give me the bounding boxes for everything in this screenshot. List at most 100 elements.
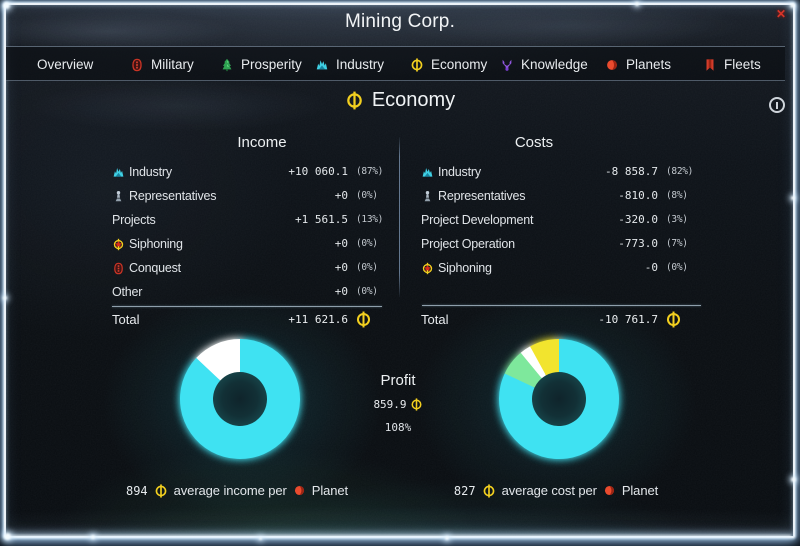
row-value: -773.0: [618, 237, 658, 250]
currency-coin-icon: [154, 483, 168, 498]
fleet-icon: [703, 58, 717, 72]
costs-donut-chart: [474, 314, 644, 484]
planet-icon: [293, 484, 306, 497]
income-header: Income: [237, 134, 287, 151]
avg-cost-text: average cost per: [501, 483, 597, 498]
profit-value: 859.9: [373, 398, 407, 411]
tab-prosperity[interactable]: Prosperity: [220, 48, 302, 81]
statement-row: Siphoning +0 (0%): [112, 232, 382, 256]
statement-row: Representatives +0 (0%): [112, 184, 382, 208]
industry-icon: [421, 166, 434, 179]
statement-row: Other +0 (0%): [112, 280, 382, 304]
row-label: Industry: [438, 165, 481, 179]
income-total-row: Total +11 621.6: [112, 308, 382, 332]
industry-icon: [112, 166, 125, 179]
row-value: +0: [334, 285, 348, 298]
title-bar: Mining Corp.: [0, 11, 800, 33]
statement-row: Industry +10 060.1 (87%): [112, 160, 383, 184]
income-total-divider: [112, 306, 382, 307]
row-value: +10 060.1: [288, 165, 348, 178]
statement-row: Representatives -810.0 (8%): [421, 184, 693, 208]
avg-income-number: 894: [125, 483, 148, 498]
row-label: Industry: [129, 165, 172, 179]
page-heading: Economy: [0, 89, 800, 112]
row-value: +0: [334, 261, 348, 274]
row-value: -810.0: [618, 189, 658, 202]
tab-economy[interactable]: Economy: [410, 48, 487, 81]
row-percent: (3%): [666, 214, 688, 225]
tab-industry[interactable]: Industry: [315, 48, 384, 81]
tab-label: Industry: [336, 57, 385, 72]
row-percent: (0%): [666, 262, 688, 273]
currency-coin-icon: [482, 483, 496, 498]
row-label: Representatives: [438, 189, 526, 203]
tab-label: Fleets: [724, 57, 761, 72]
info-icon[interactable]: [769, 97, 785, 113]
tab-label: Prosperity: [241, 57, 302, 72]
tab-overview[interactable]: Overview: [37, 48, 93, 81]
income-donut-chart: [155, 314, 325, 484]
row-percent: (82%): [666, 166, 694, 177]
tab-fleets[interactable]: Fleets: [703, 48, 761, 81]
military-icon: [130, 58, 144, 72]
cost-per-planet-caption: 827 average cost per Planet: [396, 483, 716, 498]
costs-header: Costs: [514, 134, 554, 151]
column-divider: [399, 137, 400, 297]
row-percent: (8%): [666, 190, 688, 201]
row-percent: (13%): [356, 214, 384, 225]
representative-icon: [421, 190, 434, 203]
row-label: Project Operation: [421, 237, 515, 251]
income-total-label: Total: [112, 312, 140, 327]
row-value: -8 858.7: [605, 165, 658, 178]
tab-label: Overview: [37, 57, 94, 72]
row-percent: (0%): [356, 190, 378, 201]
tab-knowledge[interactable]: Knowledge: [500, 48, 588, 81]
income-total-value: +11 621.6: [288, 313, 348, 326]
tab-military[interactable]: Military: [130, 48, 194, 81]
row-value: -0: [644, 261, 658, 274]
planet-icon: [605, 58, 619, 72]
costs-total-value: -10 761.7: [598, 313, 658, 326]
prosperity-icon: [220, 58, 234, 72]
tab-label: Planets: [626, 57, 672, 72]
costs-total-label: Total: [421, 312, 449, 327]
close-icon[interactable]: ✕: [775, 7, 787, 21]
knowledge-icon: [500, 58, 514, 72]
tab-label: Military: [151, 57, 194, 72]
row-label: Siphoning: [438, 261, 492, 275]
statement-row: Projects +1 561.5 (13%): [112, 208, 384, 232]
tab-label: Knowledge: [521, 57, 588, 72]
row-percent: (7%): [666, 238, 688, 249]
siphoning-icon: [421, 262, 434, 275]
costs-total-row: Total -10 761.7: [421, 308, 693, 332]
tab-planets[interactable]: Planets: [605, 48, 671, 81]
avg-income-suffix: Planet: [311, 483, 349, 498]
profit-block: Profit 859.9 108%: [328, 372, 468, 434]
row-percent: (0%): [356, 238, 378, 249]
row-value: +0: [334, 189, 348, 202]
row-label: Other: [112, 285, 143, 299]
row-value: -320.0: [618, 213, 658, 226]
currency-coin-icon: [410, 398, 423, 411]
row-percent: (0%): [356, 286, 378, 297]
representative-icon: [112, 190, 125, 203]
income-per-planet-caption: 894 average income per Planet: [77, 483, 397, 498]
industry-icon: [315, 58, 329, 72]
income-rows: Industry +10 060.1 (87%) Representatives +0…: [112, 160, 384, 304]
row-label: Siphoning: [129, 237, 183, 251]
row-value: +0: [334, 237, 348, 250]
row-percent: (0%): [356, 262, 378, 273]
costs-total-divider: [422, 305, 701, 306]
avg-cost-number: 827: [453, 483, 476, 498]
currency-coin-icon: [355, 311, 372, 328]
statement-row: Conquest +0 (0%): [112, 256, 382, 280]
statement-row: Project Operation -773.0 (7%): [421, 232, 693, 256]
conquest-icon: [112, 262, 125, 275]
currency-coin-icon: [665, 311, 682, 328]
window-title: Mining Corp.: [344, 11, 456, 32]
row-label: Representatives: [129, 189, 217, 203]
row-value: +1 561.5: [295, 213, 348, 226]
statement-row: Industry -8 858.7 (82%): [421, 160, 693, 184]
statement-row: Project Development -320.0 (3%): [421, 208, 693, 232]
